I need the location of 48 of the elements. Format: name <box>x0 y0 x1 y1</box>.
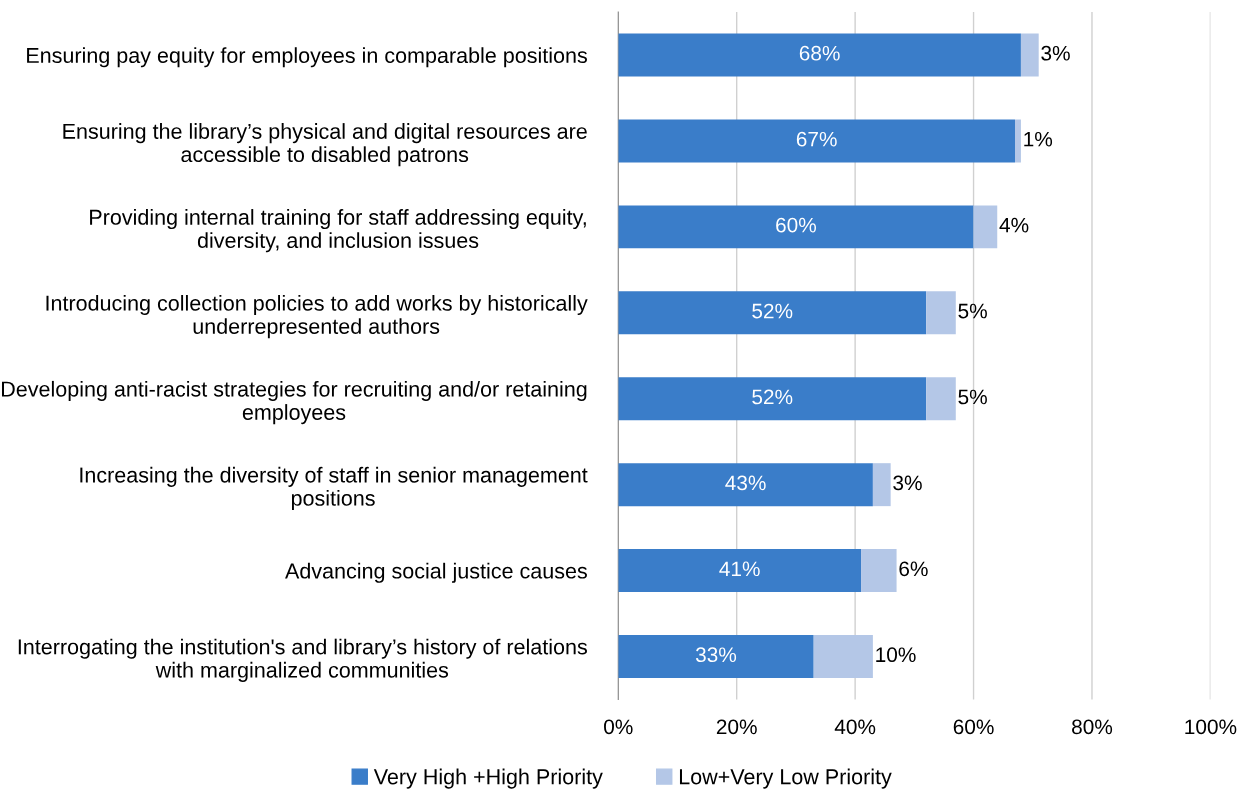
data-label: 52% <box>752 303 793 319</box>
bar <box>861 549 897 593</box>
data-label: 60% <box>776 217 817 233</box>
data-label: 4% <box>999 217 1029 233</box>
bar <box>618 377 927 421</box>
bar <box>926 377 956 421</box>
data-label: 33% <box>695 647 737 663</box>
data-label: 43% <box>725 475 766 491</box>
data-label: 67% <box>796 131 837 147</box>
legend-label: Very High +High Priority <box>373 768 603 789</box>
x-tick-label: 20% <box>716 719 757 735</box>
y-tick-label: Ensuring pay equity for employees in comparable positions <box>27 47 587 68</box>
bar <box>872 463 891 507</box>
data-label: 10% <box>876 647 916 663</box>
legend-label: Low+Very Low Priority <box>679 768 892 789</box>
data-label: 1% <box>1024 131 1053 147</box>
data-label: 5% <box>958 389 987 405</box>
bar <box>973 205 998 249</box>
bar <box>618 635 814 678</box>
data-label: 3% <box>1041 45 1070 61</box>
bar <box>618 205 974 249</box>
y-tick-label: Providing internal training for staff addressing equity, diversity, and inclusion issues <box>90 209 586 253</box>
bar <box>1020 33 1039 77</box>
x-tick-label: 80% <box>1072 719 1113 735</box>
x-tick-label: 60% <box>953 719 994 735</box>
data-label: 41% <box>719 561 760 577</box>
bar <box>618 33 1021 77</box>
bar <box>618 291 927 335</box>
y-tick-label: Advancing social justice causes <box>285 562 587 583</box>
y-tick-label: Increasing the diversity of staff in senior management positions <box>80 466 588 511</box>
data-label: 52% <box>752 389 793 405</box>
x-tick-label: 0% <box>604 719 633 735</box>
data-label: 3% <box>893 475 922 491</box>
y-tick-label: Developing anti-racist strategies for recruiting and/or retaining employees <box>2 380 587 425</box>
y-tick-label: Introducing collection policies to add works by historically underrepresented authors <box>46 294 588 339</box>
bar <box>618 119 1015 163</box>
bar <box>926 291 956 335</box>
y-tick-label: Ensuring the library’s physical and digital resources are accessible to disabled patrons <box>63 123 587 167</box>
x-tick-label: 100% <box>1185 719 1237 735</box>
bar <box>618 549 862 593</box>
bar <box>1015 119 1021 163</box>
y-tick-label: Interrogating the institution's and library’s history of relations with marginalized communities <box>18 638 587 682</box>
data-label: 68% <box>799 45 840 61</box>
bar <box>813 635 873 678</box>
x-tick-label: 40% <box>834 719 876 735</box>
data-label: 6% <box>899 561 928 577</box>
data-label: 5% <box>958 303 987 319</box>
bar <box>618 463 873 507</box>
